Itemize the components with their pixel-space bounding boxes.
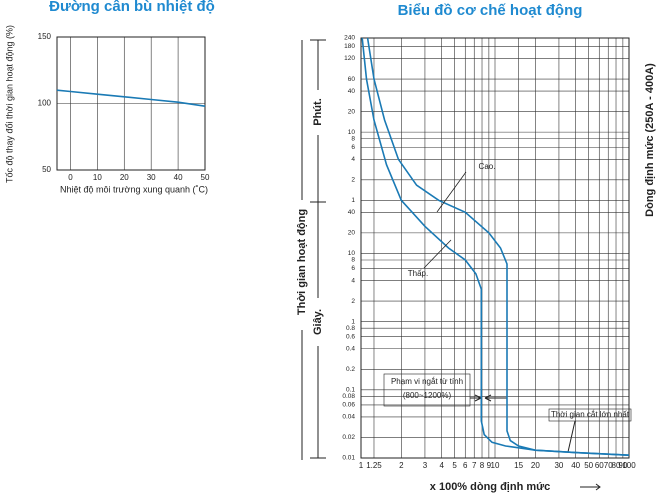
y-axis-label: Thời gian hoạt động <box>296 209 308 315</box>
annotation-box <box>548 408 632 422</box>
chart-title: Biểu đồ cơ chế hoạt động <box>398 2 583 19</box>
x-tick-label: 15 <box>514 461 523 470</box>
y-tick-label: 40 <box>348 209 356 216</box>
x-tick-label: 2 <box>399 461 404 470</box>
y-axis-label: Tốc độ thay đổi thời gian hoạt động (%) <box>4 25 14 183</box>
line-series <box>361 37 630 456</box>
leader-line <box>567 420 576 453</box>
x-tick-label: 6 <box>463 461 468 470</box>
leader-line <box>436 171 467 213</box>
y-tick-label: 8 <box>351 257 355 264</box>
y-tick-label: 180 <box>344 43 355 50</box>
y-tick-label: 4 <box>351 277 355 284</box>
x-axis-label: x 100% dòng định mức <box>430 481 550 493</box>
y-tick-label: 60 <box>348 76 356 83</box>
unit-label: Giây. <box>312 309 324 335</box>
unit-label: Phút. <box>312 98 324 126</box>
x-tick-label: 60 <box>595 461 604 470</box>
x-tick-label: 1.25 <box>366 461 382 470</box>
y-tick-label: 120 <box>344 55 355 62</box>
y-tick-label: 0.8 <box>346 325 355 332</box>
bracket <box>310 39 326 459</box>
y-tick-label: 100 <box>38 99 52 108</box>
y-tick-label: 1 <box>351 197 355 204</box>
x-tick-label: 10 <box>93 173 102 182</box>
y-tick-label: 0.08 <box>342 393 355 400</box>
x-tick-label: 8 <box>480 461 485 470</box>
x-axis-label: Nhiệt độ môi trường xung quanh (˚C) <box>60 184 208 194</box>
y-tick-label: 10 <box>348 250 356 257</box>
y-tick-label: 0.6 <box>346 333 355 340</box>
x-tick-label: 30 <box>554 461 563 470</box>
y-tick-label: 20 <box>348 230 356 237</box>
y-tick-label: 40 <box>348 88 356 95</box>
y-tick-label: 0.06 <box>342 402 355 409</box>
y-tick-label: 0.04 <box>342 414 355 421</box>
x-tick-label: 100 <box>622 461 636 470</box>
series-label: Thấp. <box>408 269 428 278</box>
annotation: Thời gian cắt lớn nhất <box>551 410 630 419</box>
x-tick-label: 7 <box>472 461 477 470</box>
x-tick-label: 20 <box>531 461 540 470</box>
annotation: (800~1200%) <box>403 391 452 400</box>
y-tick-label: 20 <box>348 108 356 115</box>
y-tick-label: 0.4 <box>346 345 355 352</box>
arrow <box>580 483 601 491</box>
y-tick-label: 0.02 <box>342 434 355 441</box>
chart-title: Đường cân bù nhiệt độ <box>49 0 215 15</box>
y-tick-label: 2 <box>351 298 355 305</box>
x-tick-label: 70 <box>604 461 613 470</box>
plot-frame <box>56 36 206 171</box>
x-tick-label: 5 <box>452 461 457 470</box>
x-tick-label: 40 <box>571 461 580 470</box>
x-tick-label: 40 <box>174 173 183 182</box>
y-tick-label: 0.1 <box>346 387 355 394</box>
x-tick-label: 20 <box>120 173 129 182</box>
x-tick-label: 1 <box>359 461 364 470</box>
x-tick-label: 3 <box>423 461 428 470</box>
x-tick-label: 30 <box>147 173 156 182</box>
x-tick-label: 50 <box>584 461 593 470</box>
x-tick-label: 4 <box>439 461 444 470</box>
leader-line <box>423 239 452 269</box>
range-arrow <box>470 394 507 402</box>
line-series <box>56 89 206 107</box>
y-tick-label: 50 <box>42 165 51 174</box>
x-tick-label: 80 <box>612 461 621 470</box>
y2-axis-label: Dòng định mức (250A - 400A) <box>644 63 656 217</box>
y-tick-label: 8 <box>351 135 355 142</box>
y-tick-label: 10 <box>348 129 356 136</box>
y-tick-label: 0.2 <box>346 366 355 373</box>
plot-frame <box>360 37 630 459</box>
y-tick-label: 4 <box>351 156 355 163</box>
y-tick-label: 1 <box>351 318 355 325</box>
y-tick-label: 0.01 <box>342 455 355 462</box>
x-tick-label: 9 <box>487 461 492 470</box>
y-tick-label: 2 <box>351 177 355 184</box>
annotation: Phạm vi ngắt từ tính <box>391 377 463 386</box>
x-tick-label: 50 <box>201 173 210 182</box>
y-tick-label: 6 <box>351 265 355 272</box>
line-series <box>366 37 630 456</box>
y-tick-label: 240 <box>344 35 355 42</box>
y-tick-label: 150 <box>38 32 52 41</box>
x-tick-label: 90 <box>618 461 627 470</box>
y-tick-label: 6 <box>351 144 355 151</box>
x-tick-label: 0 <box>68 173 73 182</box>
x-tick-label: 10 <box>491 461 500 470</box>
series-label: Cao. <box>479 162 496 171</box>
